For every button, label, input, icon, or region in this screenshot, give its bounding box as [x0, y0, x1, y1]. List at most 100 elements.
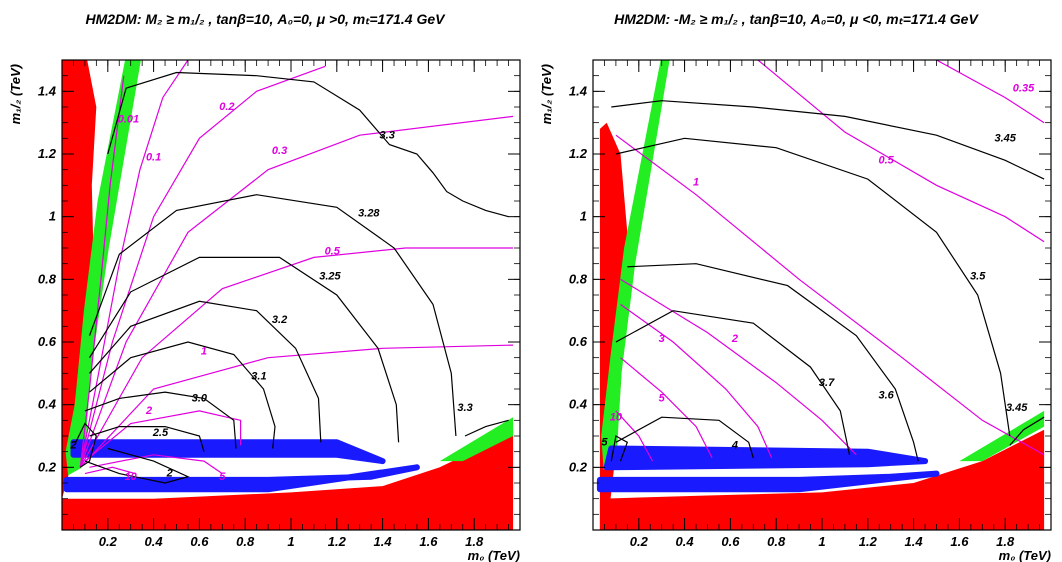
- chart-title: HM2DM: -M₂ ≥ m₁/₂ , tanβ=10, A₀=0, μ <0,…: [614, 11, 979, 27]
- wmap-blue-band-0: [63, 464, 420, 493]
- excluded-region-left: [62, 60, 97, 530]
- left-chart: HM2DM: M₂ ≥ m₁/₂ , tanβ=10, A₀=0, μ >0, …: [8, 11, 521, 562]
- x-tick-label: 1: [287, 534, 294, 549]
- magenta-contour-label: 2: [145, 405, 152, 417]
- left-panel: HM2DM: M₂ ≥ m₁/₂ , tanβ=10, A₀=0, μ >0, …: [8, 11, 521, 562]
- black-contour-label: 3.25: [319, 270, 341, 282]
- y-tick-label: 0.6: [569, 334, 588, 349]
- magenta-contour-label: 1: [693, 176, 699, 188]
- magenta-contour-7: [89, 454, 223, 475]
- magenta-contour-label: 1: [201, 346, 207, 358]
- x-tick-label: 1.2: [328, 534, 347, 549]
- x-tick-label: 1.6: [950, 534, 969, 549]
- magenta-contour-3: [79, 115, 514, 468]
- x-tick-label: 0.2: [630, 534, 649, 549]
- wmap-blue-band-1: [70, 439, 386, 465]
- black-contour-label: 3.5: [970, 270, 986, 282]
- y-axis-label: m₁/₂ (TeV): [539, 64, 554, 124]
- x-tick-label: 0.8: [767, 534, 786, 549]
- black-contour-label: 3.45: [1006, 402, 1028, 414]
- wmap-green-right: [959, 410, 1045, 462]
- right-chart: HM2DM: -M₂ ≥ m₁/₂ , tanβ=10, A₀=0, μ <0,…: [539, 11, 1052, 562]
- magenta-contour-label: 0.1: [146, 151, 161, 163]
- y-tick-label: 0.4: [569, 397, 588, 412]
- magenta-contour-label: 0.2: [219, 101, 234, 113]
- black-contour-8: [107, 71, 509, 218]
- black-contour-label: 3.6: [878, 389, 894, 401]
- x-tick-label: 1.4: [374, 534, 393, 549]
- black-contour-label: 3.3: [457, 402, 472, 414]
- black-contour-label: 3.1: [251, 371, 266, 383]
- y-axis-label: m₁/₂ (TeV): [8, 64, 23, 124]
- magenta-contour-2: [615, 134, 1045, 456]
- black-contour-2: [615, 310, 851, 455]
- black-contour-label: 4: [731, 440, 738, 452]
- y-tick-label: 1.4: [38, 83, 57, 98]
- black-contour-label: 3.2: [272, 314, 287, 326]
- x-axis-label: m₀ (TeV): [468, 548, 520, 562]
- plot-area: [62, 60, 514, 530]
- black-contour-7: [88, 194, 457, 437]
- y-tick-label: 0.2: [569, 459, 588, 474]
- magenta-contour-label: 0.01: [118, 114, 139, 126]
- x-tick-label: 1.4: [905, 534, 924, 549]
- wmap-green-right: [439, 417, 514, 462]
- black-contour-label: 2: [69, 440, 76, 452]
- magenta-contour-label: 5: [659, 393, 666, 405]
- black-contour-label: 3.45: [994, 132, 1016, 144]
- black-contour-1: [84, 447, 190, 484]
- x-tick-label: 1.2: [859, 534, 878, 549]
- x-tick-label: 0.8: [236, 534, 255, 549]
- excluded-region-bottom: [62, 429, 514, 530]
- black-contour-1: [615, 416, 754, 459]
- x-tick-label: 1.8: [465, 534, 484, 549]
- black-contour-2: [89, 426, 205, 452]
- magenta-contour-0: [79, 75, 125, 468]
- black-contour-3: [627, 263, 919, 462]
- black-contour-label: 3.0: [192, 393, 208, 405]
- magenta-contour-label: 3: [659, 333, 665, 345]
- y-tick-label: 1.4: [569, 83, 588, 98]
- magenta-contour-label: 0.5: [325, 245, 341, 257]
- black-contour-label: 2.5: [152, 427, 169, 439]
- x-tick-label: 0.4: [145, 534, 164, 549]
- right-panel: HM2DM: -M₂ ≥ m₁/₂ , tanβ=10, A₀=0, μ <0,…: [531, 0, 1062, 562]
- magenta-contour-5: [79, 344, 514, 468]
- black-contour-6: [1009, 416, 1045, 446]
- wmap-blue-band-0: [596, 470, 940, 493]
- excluded-region-bottom: [599, 429, 1045, 530]
- black-contour-3: [84, 391, 237, 449]
- y-tick-label: 1.2: [38, 146, 57, 161]
- black-contour-6: [88, 256, 400, 443]
- black-contour-0: [75, 422, 97, 468]
- magenta-contour-label: 10: [125, 471, 138, 483]
- black-contour-5: [89, 300, 322, 443]
- magenta-contour-8: [84, 466, 136, 475]
- black-contour-label: 3.7: [819, 377, 835, 389]
- x-tick-label: 1: [818, 534, 825, 549]
- magenta-contour-label: 10: [610, 411, 623, 423]
- magenta-contour-label: 5: [219, 471, 226, 483]
- black-contour-9: [464, 419, 509, 437]
- y-tick-label: 1: [580, 209, 587, 224]
- y-tick-label: 0.4: [38, 397, 57, 412]
- x-axis-label: m₀ (TeV): [999, 548, 1051, 562]
- black-contour-4: [89, 341, 276, 449]
- x-tick-label: 0.4: [676, 534, 695, 549]
- black-contour-label: 3.3: [380, 129, 395, 141]
- x-tick-label: 1.8: [996, 534, 1015, 549]
- y-tick-label: 0.8: [569, 271, 588, 286]
- magenta-contour-label: 0.5: [878, 154, 894, 166]
- magenta-contour-6: [615, 410, 654, 462]
- magenta-contour-2: [79, 65, 326, 468]
- magenta-contour-0: [936, 60, 1045, 124]
- black-contour-5: [611, 100, 1045, 180]
- y-tick-label: 1.2: [569, 146, 588, 161]
- chart-title: HM2DM: M₂ ≥ m₁/₂ , tanβ=10, A₀=0, μ >0, …: [86, 11, 447, 27]
- magenta-contour-1: [757, 60, 1045, 243]
- magenta-contour-6: [84, 410, 242, 462]
- x-tick-label: 1.6: [419, 534, 438, 549]
- magenta-contour-4: [79, 247, 514, 468]
- black-contour-label: 2: [166, 468, 173, 480]
- plot-area: [596, 60, 1045, 530]
